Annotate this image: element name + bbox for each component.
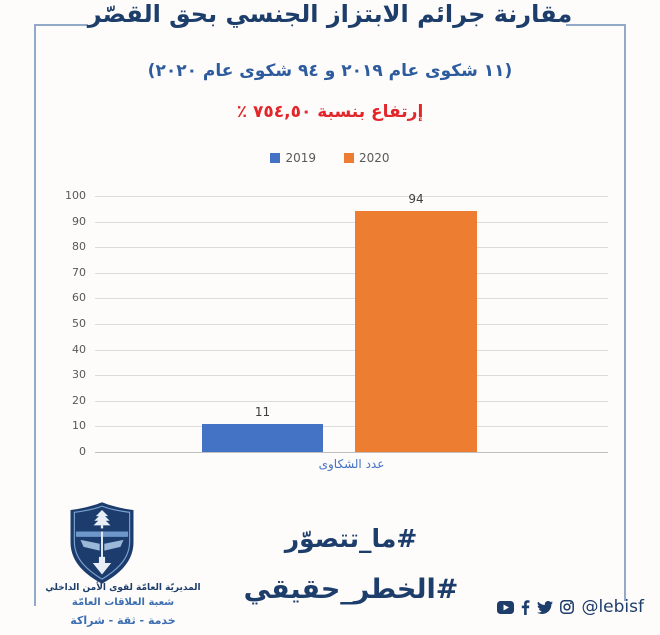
y-tick-label-0: 0 [79, 445, 86, 458]
gridline-60 [95, 298, 608, 300]
gridline-100 [95, 196, 608, 197]
legend-swatch-2019 [270, 153, 281, 163]
plot-area: 11 94 [95, 192, 608, 453]
org-name-line2: شعبة العلاقات العامّة [71, 597, 175, 608]
facebook-icon [522, 599, 530, 615]
chart-legend: 2019 2020 [0, 151, 660, 165]
instagram-icon [560, 600, 575, 614]
y-tick-label-60: 60 [72, 291, 86, 305]
frame-border-right [624, 24, 626, 601]
legend-item-2019: 2019 [270, 151, 316, 165]
frame-border-top-right [566, 24, 626, 26]
page-title: مقارنة جرائم الابتزاز الجنسي بحق القصّر [87, 0, 573, 28]
emblem-wing-right [104, 539, 124, 551]
emblem-cedar-trunk [100, 525, 104, 529]
bar-value-label-2019: 11 [254, 404, 271, 419]
social-handle: @lebisf [581, 597, 644, 617]
y-tick-label-100: 100 [65, 189, 86, 202]
legend-item-2020: 2020 [344, 151, 390, 165]
emblem-cedar [93, 509, 111, 526]
youtube-icon [497, 600, 515, 614]
gridline-80 [95, 247, 608, 249]
x-axis-label: عدد الشكاوى [318, 457, 385, 471]
org-motto: خدمة - ثقة - شراكة [70, 614, 176, 627]
y-tick-label-10: 10 [72, 419, 86, 433]
emblem-staff [101, 531, 103, 560]
emblem-wing-left [80, 539, 100, 551]
y-tick-label-30: 30 [72, 368, 86, 382]
gridline-70 [95, 272, 608, 274]
isf-emblem-logo [70, 502, 134, 584]
frame-border-left [34, 24, 36, 606]
legend-swatch-2020 [344, 153, 354, 163]
gridline-10 [95, 426, 608, 428]
emblem-inner-border [73, 505, 131, 580]
bar-2019 [202, 423, 323, 452]
gridline-20 [95, 400, 608, 402]
y-tick-label-90: 90 [72, 214, 86, 228]
increase-note: إرتفاع بنسبة ٧٥٤,٥٠ ٪ [236, 102, 424, 122]
twitter-icon [537, 600, 554, 614]
y-tick-label-50: 50 [72, 317, 86, 330]
gridline-40 [95, 349, 608, 351]
social-bar: @lebisf [497, 597, 644, 617]
org-text-block: المديريّة العامّة لقوى الأمن الداخلي شعب… [26, 583, 220, 627]
bar-value-label-2020: 94 [408, 192, 424, 207]
chart-subtitle: (١١ شكوى عام ٢٠١٩ و ٩٤ شكوى عام ٢٠٢٠) [147, 61, 513, 81]
gridline-90 [95, 221, 608, 223]
hashtag-line1: #ما_تتصوّر [284, 524, 418, 553]
y-tick-label-80: 80 [72, 240, 86, 254]
legend-label-2019: 2019 [285, 151, 316, 165]
y-axis-ticks: 0 10 20 30 40 50 60 70 80 90 100 [48, 189, 86, 458]
frame-border-top-left [34, 24, 88, 26]
bar-2020 [355, 211, 477, 452]
emblem-arrow [92, 556, 112, 575]
y-tick-label-40: 40 [72, 342, 86, 356]
gridline-50 [95, 324, 608, 325]
y-tick-label-20: 20 [72, 393, 86, 407]
hashtag-line2: #الخطر_حقيقي [243, 574, 459, 605]
gridline-30 [95, 375, 608, 377]
y-tick-label-70: 70 [72, 265, 86, 279]
legend-label-2020: 2020 [359, 151, 390, 165]
org-name-line1: المديريّة العامّة لقوى الأمن الداخلي [45, 583, 201, 593]
